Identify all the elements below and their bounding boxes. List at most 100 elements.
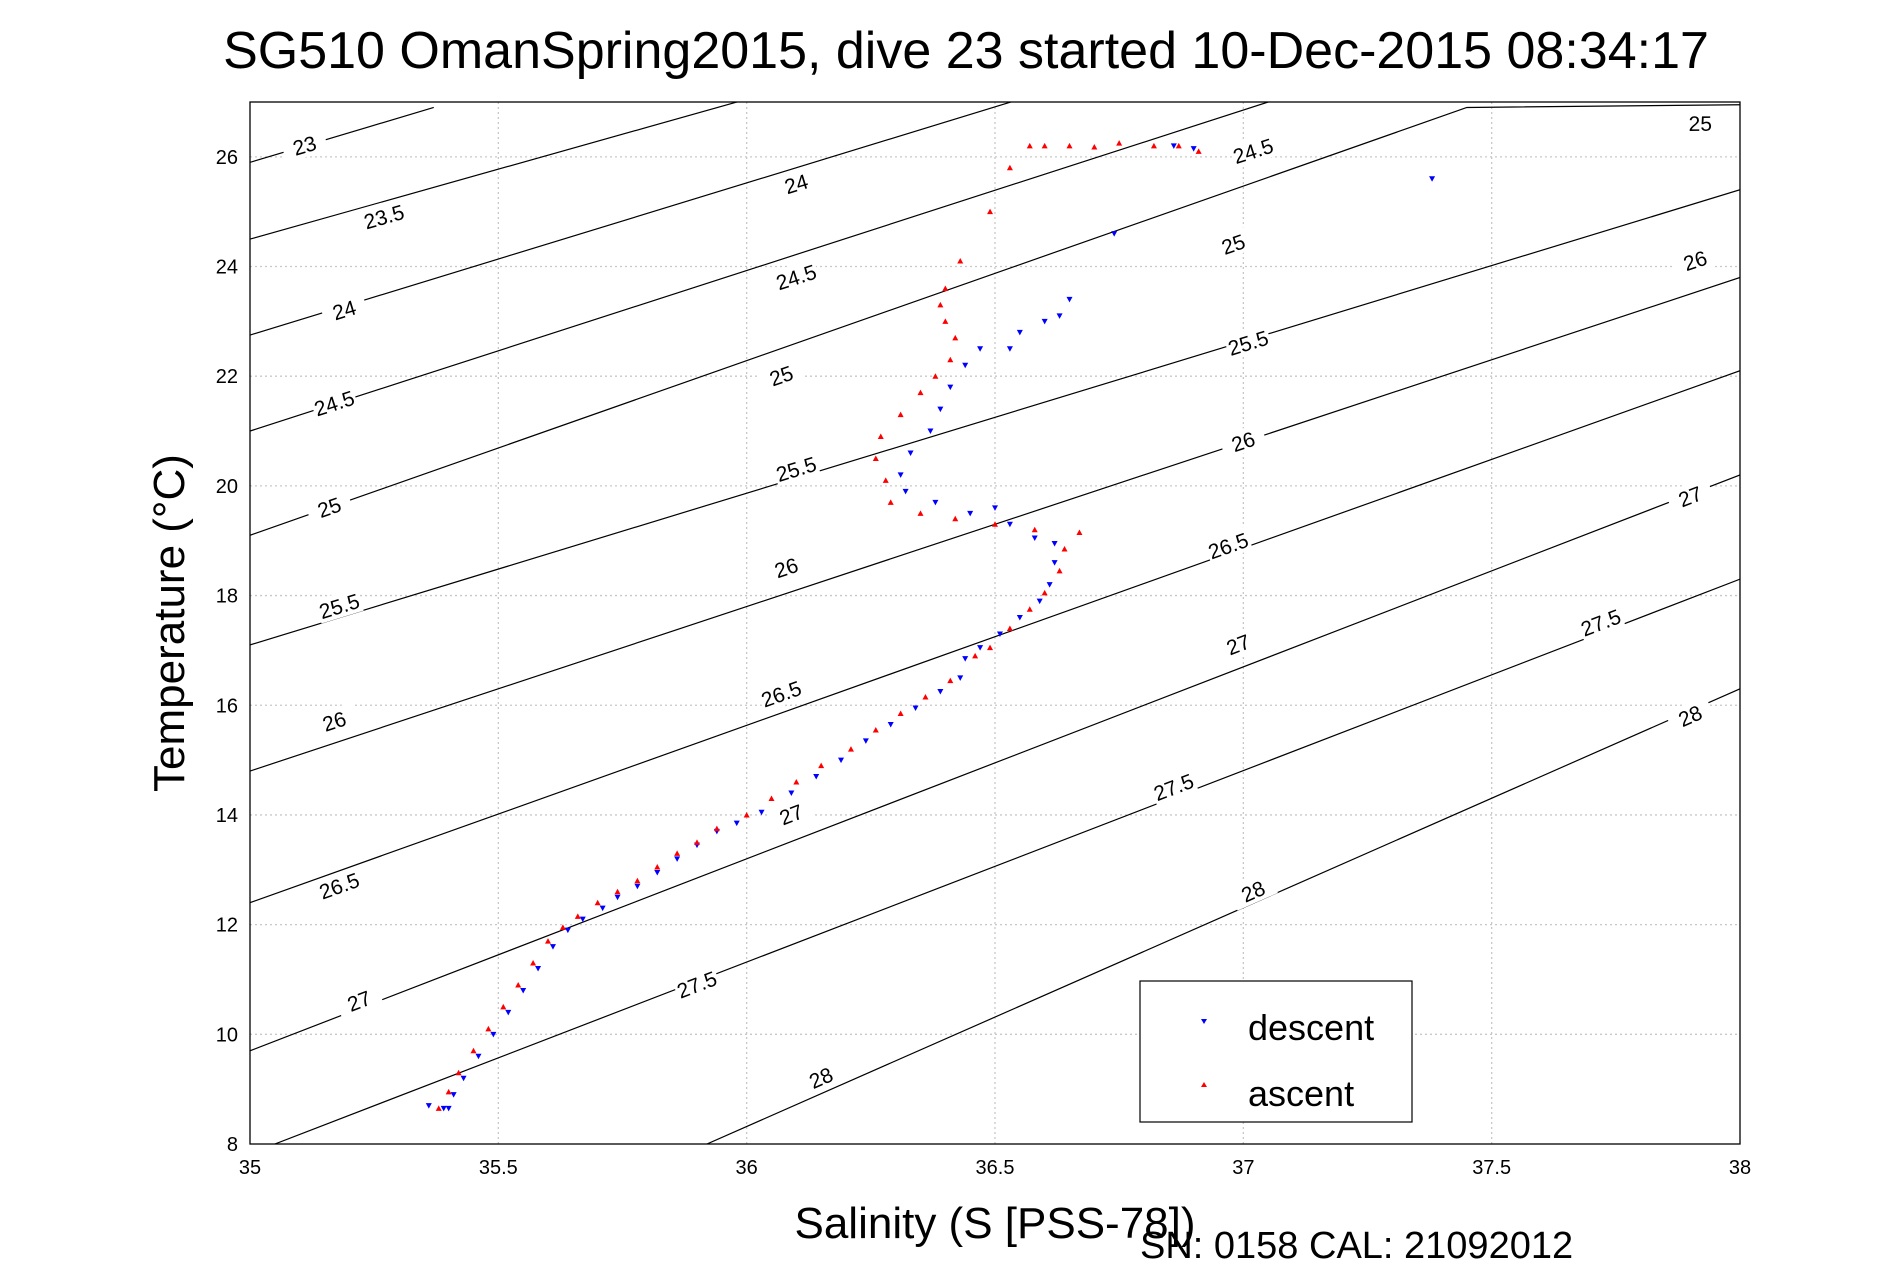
sigma-contour-26.5 — [250, 370, 1740, 904]
descent-point-20 — [788, 790, 795, 797]
contour-label-25: 25 — [1688, 113, 1712, 136]
descent-point-15 — [674, 856, 681, 862]
descent-point-10 — [579, 916, 586, 923]
ascent-point-10 — [574, 913, 581, 919]
contour-label-bg — [1227, 870, 1278, 911]
descent-point-3 — [475, 1053, 482, 1060]
descent-point-2 — [460, 1075, 467, 1082]
descent-point-31 — [1016, 615, 1023, 621]
descent-point-49 — [1006, 346, 1013, 352]
contour-label-bg — [1678, 110, 1723, 136]
ascent-point-44 — [917, 389, 924, 396]
descent-point-59 — [445, 1105, 452, 1112]
ascent-point-50 — [942, 285, 949, 291]
descent-point-41 — [902, 488, 909, 495]
contour-label-bg — [771, 165, 821, 202]
y-tick-label-4: 16 — [216, 695, 238, 717]
ascent-point-14 — [654, 864, 661, 870]
y-tick-label-2: 12 — [216, 915, 238, 937]
contour-label-bg — [314, 587, 364, 624]
descent-point-42 — [897, 472, 904, 478]
x-tick-label-4: 37 — [1232, 1157, 1254, 1179]
descent-point-25 — [912, 705, 919, 712]
descent-point-12 — [614, 894, 621, 901]
ascent-point-3 — [470, 1047, 477, 1054]
legend-descent-marker — [1201, 1019, 1207, 1024]
ascent-point-56 — [1116, 140, 1123, 146]
ascent-point-28 — [987, 644, 994, 651]
ascent-point-9 — [559, 924, 566, 930]
contour-label-group-16: 26 — [1218, 422, 1268, 460]
x-tick-label-5: 37.5 — [1472, 1157, 1511, 1179]
ascent-point-16 — [694, 839, 700, 845]
ascent-point-26 — [947, 677, 954, 684]
descent-point-1 — [450, 1092, 457, 1098]
ascent-point-24 — [897, 710, 904, 716]
ascent-point-42 — [877, 433, 884, 440]
descent-point-48 — [977, 346, 984, 352]
y-tick-label-5: 18 — [216, 586, 238, 608]
ascent-point-57 — [1150, 142, 1157, 149]
descent-point-51 — [1041, 318, 1048, 325]
contour-label-bg — [766, 794, 816, 834]
descent-point-4 — [490, 1031, 497, 1038]
legend-ascent-label: ascent — [1248, 1073, 1354, 1114]
descent-point-14 — [654, 870, 661, 876]
descent-point-38 — [992, 505, 998, 511]
ascent-point-38 — [917, 510, 924, 516]
contour-label-bg — [1148, 767, 1199, 806]
descent-point-0 — [440, 1105, 447, 1112]
descent-point-18 — [733, 820, 740, 827]
descent-point-50 — [1016, 329, 1023, 336]
contour-label-group-14: 26 — [761, 548, 811, 586]
x-tick-label-2: 36 — [736, 1157, 758, 1179]
contour-label-bg — [309, 702, 359, 740]
descent-point-45 — [937, 406, 944, 413]
contour-label-bg — [309, 384, 359, 421]
ascent-point-29 — [1006, 625, 1013, 631]
contour-label-bg — [795, 1057, 846, 1098]
sigma-contour-25.5 — [250, 189, 1740, 646]
ascent-point-47 — [952, 334, 959, 341]
descent-point-37 — [1006, 521, 1013, 528]
ascent-point-36 — [992, 521, 998, 527]
ascent-point-60 — [1041, 142, 1048, 149]
ascent-series — [435, 140, 1202, 1111]
serial-calibration-text: SN: 0158 CAL: 21092012 — [1140, 1225, 1573, 1262]
descent-point-19 — [758, 809, 765, 816]
descent-point-24 — [887, 721, 894, 728]
y-tick-labels: 8 10 12 14 16 18 20 22 24 26 — [216, 147, 238, 1156]
ascent-point-31 — [1041, 589, 1048, 596]
ascent-point-6 — [515, 981, 522, 988]
descent-point-33 — [1046, 582, 1053, 588]
ascent-point-30 — [1026, 606, 1033, 612]
ascent-point-1 — [445, 1088, 452, 1095]
descent-point-9 — [564, 927, 571, 934]
ascent-point-43 — [897, 411, 904, 418]
ascent-point-19 — [768, 795, 775, 801]
ascent-point-27 — [972, 652, 979, 659]
contour-label-bg — [1575, 602, 1626, 642]
descent-point-7 — [535, 966, 542, 972]
descent-point-11 — [599, 905, 606, 912]
sigma-contour-27.5 — [274, 578, 1740, 1144]
ascent-point-55 — [1066, 142, 1073, 149]
descent-point-23 — [862, 738, 869, 744]
sigma-contour-27 — [250, 474, 1740, 1052]
descent-point-44 — [927, 428, 934, 435]
legend-descent-label: descent — [1248, 1007, 1374, 1048]
descent-point-5 — [505, 1009, 512, 1016]
ascent-point-46 — [947, 356, 954, 363]
ascent-point-39 — [887, 499, 894, 505]
contour-label-group-30: 28 — [1664, 695, 1715, 736]
ascent-point-20 — [793, 779, 800, 785]
descent-point-6 — [520, 987, 527, 994]
ascent-point-22 — [847, 746, 854, 752]
descent-point-43 — [907, 450, 914, 456]
y-axis-label: Temperature (°C) — [145, 454, 194, 792]
contour-label-bg — [1223, 324, 1273, 361]
ascent-point-25 — [922, 694, 929, 700]
y-tick-label-6: 20 — [216, 476, 238, 498]
ascent-point-17 — [713, 825, 720, 832]
contour-label-bg — [771, 258, 821, 295]
